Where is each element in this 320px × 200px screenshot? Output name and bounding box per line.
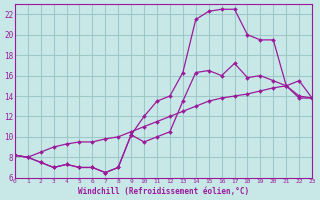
X-axis label: Windchill (Refroidissement éolien,°C): Windchill (Refroidissement éolien,°C) [78,187,249,196]
